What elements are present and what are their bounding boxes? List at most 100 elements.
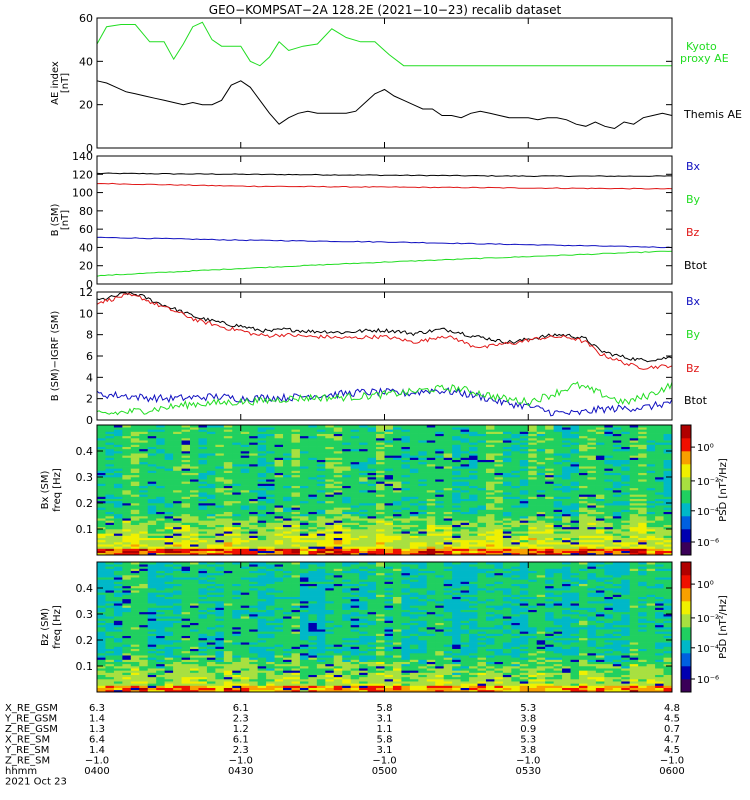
y-tick-label: 100 [72,187,93,200]
spectrogram-cell [232,526,242,530]
spectrogram-cell [621,498,631,502]
spectrogram-cell [147,689,157,693]
spectrogram-cell [553,468,563,471]
spectrogram-cell [122,531,132,534]
spectrogram-cell [299,548,309,551]
spectrogram-cell [130,505,140,508]
spectrogram-cell [122,548,132,551]
spectrogram-cell [181,611,191,615]
spectrogram-cell [655,425,664,428]
spectrogram-cell [359,498,368,502]
spectrogram-cell [392,526,402,530]
spectrogram-cell [164,575,174,578]
spectrogram-cell [502,472,512,476]
spectrogram-cell [139,431,149,434]
spectrogram-cell [113,459,123,463]
spectrogram-cell [156,520,166,523]
spectrogram-cell [130,670,140,673]
spectrogram-cell [316,516,326,519]
spectrogram-cell [333,485,343,489]
spectrogram-cell [181,433,191,437]
spectrogram-cell [663,516,673,519]
spectrogram-cell [190,533,199,536]
spectrogram-cell [435,513,445,517]
spectrogram-cell [350,464,360,467]
spectrogram-cell [97,470,106,473]
spectrogram-cell [528,529,538,532]
spectrogram-cell [494,513,504,517]
spectrogram-cell [147,435,157,439]
spectrogram-cell [190,444,199,447]
spectrogram-cell [122,492,132,495]
spectrogram-cell [359,440,368,443]
spectrogram-cell [443,459,453,463]
spectrogram-cell [198,522,208,525]
spectrogram-cell [376,492,385,495]
spectrogram-cell [299,533,309,536]
spectrogram-cell [283,490,292,493]
spectrogram-cell [139,572,149,576]
spectrogram-cell [316,509,326,512]
spectrogram-cell [553,542,563,545]
spectrogram-cell [156,433,166,437]
spectrogram-cell [376,485,385,489]
colorbar-segment [681,542,691,556]
spectrogram-cell [578,507,588,510]
spectrogram-cell [511,496,521,499]
spectrogram-cell [629,500,639,504]
spectrogram-cell [130,470,140,473]
spectrogram-cell [333,479,343,482]
spectrogram-cell [604,544,614,547]
spectrogram-cell [198,425,208,428]
spectrogram-cell [325,459,335,463]
spectrogram-cell [452,427,462,430]
spectrogram-cell [587,477,597,480]
spectrogram-cell [418,535,428,538]
spectrogram-cell [545,455,555,458]
spectrogram-cell [511,531,521,534]
spectrogram-cell [562,481,571,484]
spectrogram-cell [164,477,174,480]
spectrogram-cell [299,496,309,499]
spectrogram-cell [553,481,563,484]
spectrogram-cell [562,537,571,541]
spectrogram-cell [409,479,419,482]
spectrogram-cell [553,477,563,480]
spectrogram-cell [249,472,259,476]
spectrogram-cell [274,531,284,534]
spectrogram-cell [426,453,436,456]
spectrogram-cell [460,500,470,504]
spectrogram-cell [232,550,242,554]
spectrogram-cell [130,590,140,593]
spectrogram-cell [629,524,639,528]
spectrogram-cell [113,655,123,658]
spectrogram-cell [156,657,166,660]
spectrogram-cell [291,474,301,478]
spectrogram-cell [283,444,292,447]
spectrogram-cell [181,683,191,686]
spectrogram-cell [536,440,546,443]
spectrogram-cell [105,448,115,452]
spectrogram-cell [105,550,115,554]
spectrogram-cell [562,453,571,456]
spectrogram-cell [181,596,191,600]
spectrogram-cell [545,448,555,452]
spectrogram-cell [156,670,166,673]
spectrogram-cell [545,535,555,538]
spectrogram-cell [181,537,191,541]
spectrogram-cell [367,544,377,547]
spectrogram-cell [646,477,656,480]
spectrogram-cell [477,522,487,525]
spectrogram-cell [274,485,284,489]
spectrogram-cell [122,598,132,602]
spectrogram-cell [409,483,419,486]
spectrogram-cell [316,526,326,530]
spectrogram-cell [367,542,377,545]
spectrogram-cell [266,481,275,484]
spectrogram-cell [376,459,385,463]
spectrogram-cell [401,442,411,445]
spectrogram-cell [325,492,335,495]
spectrogram-cell [426,496,436,499]
spectrogram-cell [173,516,182,519]
spectrogram-cell [97,601,106,604]
